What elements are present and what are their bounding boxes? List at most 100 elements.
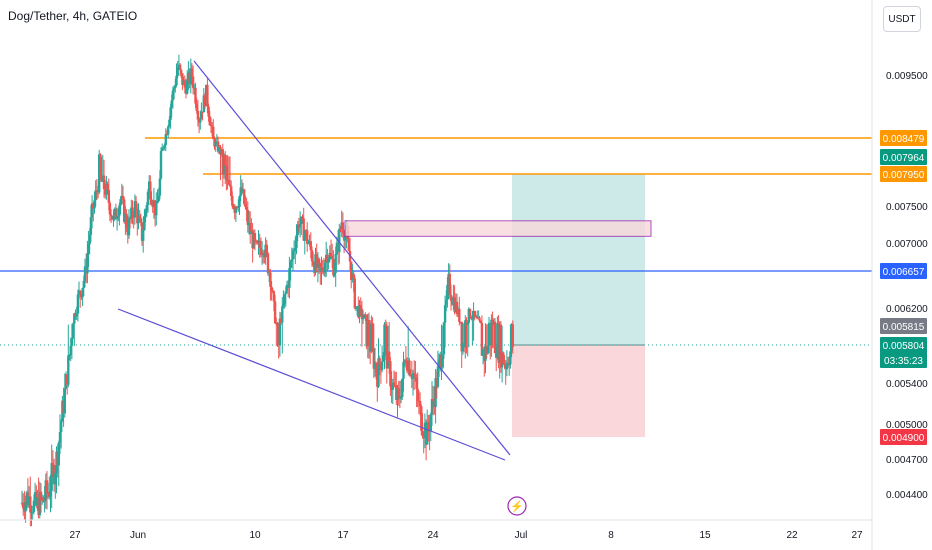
candle-body [86,253,89,274]
candle-body [399,396,403,399]
candle-body [447,273,450,285]
candle-body [333,273,336,276]
candle-body [308,241,311,244]
candle-body [232,205,235,208]
candle-body [143,216,146,231]
candle-body [307,243,310,245]
price-label-bg [880,166,927,182]
candle-body [54,473,57,485]
candle-body [75,313,78,317]
price-label-orange: 0.007950 [880,166,927,182]
price-label-blue: 0.006657 [880,263,927,279]
candle-body [194,87,197,104]
candle-body [228,184,232,186]
candle-body [216,141,220,152]
price-label-gray: 0.005815 [880,318,927,334]
candle-body [321,267,324,271]
candle-body [506,362,510,365]
candle-body [169,107,172,120]
candle-body [408,360,411,375]
position-zones-layer [512,174,645,437]
candle-body [112,215,115,220]
candle-body [119,199,122,206]
candle-body [358,305,361,317]
candle-body [159,151,163,179]
candle-body [81,288,84,298]
candle-body [87,244,90,254]
candle-body [262,252,265,255]
candle-body [354,307,358,309]
price-label-text: 0.007964 [883,153,925,164]
candle-body [238,196,241,207]
candle-body [365,314,368,347]
price-label-bg [880,149,927,165]
candle-body [416,388,419,401]
candle-body [95,190,99,192]
candle-body [270,286,273,291]
candle-body [183,80,186,88]
candle-body [174,85,177,88]
lightning-glyph-icon: ⚡ [510,500,524,513]
candle-body [49,490,52,497]
candle-body [273,301,277,323]
candle-body [500,352,504,368]
candle-body [427,421,430,430]
price-label-red: 0.004900 [880,429,927,445]
y-tick-label: 0.007000 [886,239,928,250]
candle-body [99,154,102,177]
candle-body [127,218,131,236]
candle-body [90,203,94,218]
x-tick-label: Jun [130,530,146,541]
target-zone [512,174,645,345]
candle-body [45,480,49,493]
candle-body [264,244,267,258]
candle-body [470,316,473,319]
price-label-text: 0.008479 [883,134,925,145]
candle-body [464,320,467,348]
candle-body [303,233,306,241]
candle-body [182,80,185,85]
price-label-orange: 0.008479 [880,130,927,146]
x-tick-label: 17 [337,530,349,541]
candle-body [178,64,182,70]
currency-button[interactable]: USDT [883,6,921,32]
candle-body [83,266,87,282]
candle-body [266,253,270,274]
drawings-layer: ⚡ [117,60,652,516]
candle-body [114,208,118,220]
candle-body [168,119,171,127]
candle-body [165,134,169,136]
candle-body [493,321,497,354]
candle-body [259,247,263,255]
candle-body [162,147,165,149]
candle-body [181,73,184,85]
x-tick-label: Jul [515,530,528,541]
y-tick-label: 0.007500 [886,202,928,213]
x-tick-label: 27 [69,530,81,541]
candle-body [437,359,441,367]
candle-body [448,273,451,295]
candle-body [360,308,364,319]
candle-body [380,361,384,370]
candle-body [460,321,463,352]
y-tick-label: 0.009500 [886,71,928,82]
candle-body [63,388,66,414]
candle-body [453,297,456,312]
candle-body [231,195,234,206]
candle-body [323,262,327,273]
candle-body [51,463,55,466]
candle-body [279,318,283,323]
candle-body [212,126,215,140]
candle-body [418,401,422,407]
candle-body [254,240,258,242]
candle-body [471,318,474,320]
candle-body [246,209,249,226]
x-tick-label: 15 [699,530,711,541]
candle-body [479,320,482,324]
candle-body [230,186,233,196]
candle-body [446,284,449,300]
candle-body [79,290,82,295]
candle-body [125,213,128,228]
candle-body [142,230,145,241]
